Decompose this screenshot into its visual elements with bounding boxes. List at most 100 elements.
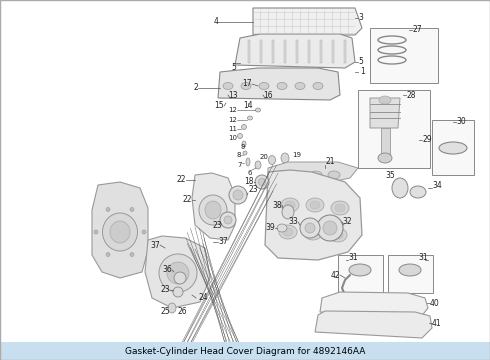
Text: 19: 19: [292, 152, 301, 158]
Ellipse shape: [277, 224, 287, 232]
Text: 26: 26: [177, 307, 187, 316]
Ellipse shape: [199, 195, 227, 225]
Ellipse shape: [106, 207, 110, 211]
Text: 39: 39: [265, 224, 275, 233]
Ellipse shape: [233, 190, 243, 200]
Ellipse shape: [246, 158, 250, 166]
Ellipse shape: [282, 205, 294, 219]
Text: 14: 14: [243, 100, 253, 109]
Polygon shape: [218, 68, 340, 100]
Text: 25: 25: [160, 307, 170, 316]
Text: 17: 17: [243, 80, 252, 89]
Polygon shape: [284, 40, 286, 63]
Ellipse shape: [328, 171, 340, 179]
Text: 5: 5: [231, 63, 236, 72]
Text: 38: 38: [272, 201, 282, 210]
Polygon shape: [344, 40, 346, 63]
Polygon shape: [248, 40, 250, 63]
Ellipse shape: [313, 82, 323, 90]
Bar: [338, 255, 383, 293]
Ellipse shape: [255, 108, 261, 112]
Ellipse shape: [304, 226, 322, 240]
Polygon shape: [145, 236, 210, 308]
Text: 24: 24: [198, 293, 208, 302]
Ellipse shape: [220, 212, 236, 228]
Text: 33: 33: [288, 217, 298, 226]
Text: 29: 29: [422, 135, 432, 144]
Ellipse shape: [295, 82, 305, 90]
Text: 30: 30: [456, 117, 466, 126]
Ellipse shape: [378, 153, 392, 163]
Text: 9: 9: [241, 144, 245, 150]
Bar: [358, 90, 430, 168]
Ellipse shape: [255, 161, 261, 169]
Ellipse shape: [255, 175, 269, 189]
Ellipse shape: [224, 216, 232, 224]
Ellipse shape: [283, 228, 293, 236]
Ellipse shape: [281, 198, 299, 212]
Polygon shape: [192, 173, 235, 240]
Ellipse shape: [310, 171, 322, 179]
Ellipse shape: [259, 179, 266, 185]
Ellipse shape: [292, 171, 304, 179]
Ellipse shape: [333, 231, 343, 239]
Text: 28: 28: [406, 90, 416, 99]
Polygon shape: [265, 170, 362, 260]
Ellipse shape: [159, 254, 197, 292]
Ellipse shape: [243, 151, 247, 155]
Ellipse shape: [142, 230, 146, 234]
Text: 1: 1: [360, 68, 365, 77]
Text: 41: 41: [432, 319, 441, 328]
Ellipse shape: [167, 262, 189, 284]
Ellipse shape: [310, 201, 320, 209]
Text: 27: 27: [412, 26, 421, 35]
Ellipse shape: [335, 204, 345, 212]
Ellipse shape: [259, 82, 269, 90]
Ellipse shape: [168, 303, 176, 313]
Ellipse shape: [173, 287, 183, 297]
Text: 23: 23: [248, 185, 258, 194]
Polygon shape: [253, 8, 362, 35]
Text: 22: 22: [176, 175, 186, 184]
Text: 15: 15: [215, 102, 224, 111]
Ellipse shape: [274, 171, 286, 179]
Ellipse shape: [229, 186, 247, 204]
Text: 31: 31: [418, 252, 428, 261]
Ellipse shape: [392, 178, 408, 198]
Ellipse shape: [379, 96, 391, 104]
Polygon shape: [308, 40, 310, 63]
Text: 21: 21: [325, 158, 335, 166]
Text: 42: 42: [330, 270, 340, 279]
Text: 5: 5: [358, 58, 363, 67]
Polygon shape: [235, 34, 355, 68]
Text: 34: 34: [432, 180, 442, 189]
Text: 3: 3: [358, 13, 363, 22]
Bar: [388, 255, 433, 293]
Polygon shape: [370, 98, 400, 128]
Text: 22: 22: [182, 195, 192, 204]
Ellipse shape: [306, 198, 324, 212]
Text: 18: 18: [245, 177, 254, 186]
Ellipse shape: [279, 225, 297, 239]
Ellipse shape: [247, 116, 252, 120]
Ellipse shape: [205, 201, 221, 219]
Ellipse shape: [308, 229, 318, 237]
Polygon shape: [92, 182, 148, 278]
Ellipse shape: [305, 223, 315, 233]
Polygon shape: [315, 311, 432, 338]
Text: 35: 35: [385, 171, 395, 180]
Ellipse shape: [174, 272, 186, 284]
Text: 40: 40: [430, 298, 440, 307]
Ellipse shape: [323, 221, 337, 235]
Ellipse shape: [281, 153, 289, 163]
Polygon shape: [320, 40, 322, 63]
Ellipse shape: [106, 252, 110, 257]
Text: 23: 23: [160, 285, 170, 294]
Text: 37: 37: [150, 240, 160, 249]
Text: 12: 12: [228, 107, 237, 113]
Polygon shape: [272, 40, 274, 63]
Ellipse shape: [277, 82, 287, 90]
Text: 2: 2: [193, 84, 198, 93]
Ellipse shape: [130, 252, 134, 257]
Polygon shape: [381, 128, 390, 158]
